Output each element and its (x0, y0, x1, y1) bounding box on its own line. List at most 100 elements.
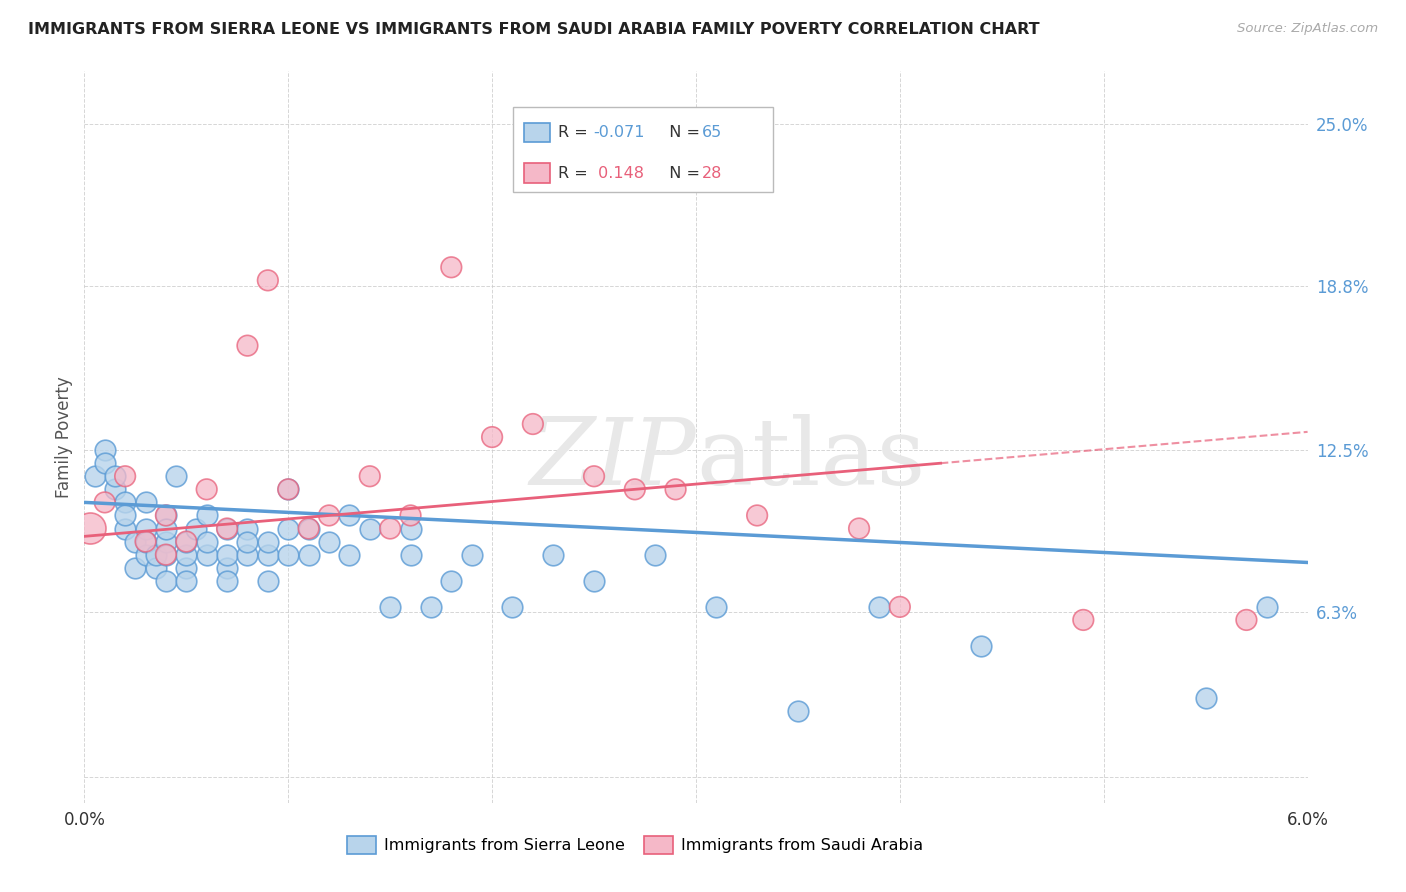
Text: N =: N = (659, 125, 706, 140)
Text: ZIP: ZIP (529, 414, 696, 504)
Point (522, 417, 544, 431)
Point (380, 599, 402, 614)
Point (176, 560, 198, 574)
Point (114, 469, 136, 483)
Point (124, 560, 146, 574)
Point (155, 521, 177, 535)
Point (1195, 691, 1218, 706)
Point (186, 521, 208, 535)
Point (124, 534, 146, 549)
Text: IMMIGRANTS FROM SIERRA LEONE VS IMMIGRANTS FROM SAUDI ARABIA FAMILY POVERTY CORR: IMMIGRANTS FROM SIERRA LEONE VS IMMIGRAN… (28, 22, 1040, 37)
Point (217, 574, 239, 588)
Point (236, 548, 259, 562)
Point (135, 521, 157, 535)
Point (399, 521, 422, 535)
Point (706, 599, 728, 614)
Point (644, 548, 666, 562)
Point (135, 548, 157, 562)
Point (195, 548, 218, 562)
Point (83, 469, 105, 483)
Point (135, 495, 157, 509)
Point (543, 548, 565, 562)
Point (399, 548, 422, 562)
Point (236, 339, 259, 353)
Point (176, 534, 198, 549)
Point (93, 456, 117, 470)
Point (114, 521, 136, 535)
Point (277, 521, 299, 535)
Point (165, 469, 187, 483)
Point (420, 599, 443, 614)
Point (583, 469, 606, 483)
Text: N =: N = (659, 166, 706, 181)
Point (93, 443, 117, 458)
Point (217, 521, 239, 535)
Point (339, 548, 361, 562)
Point (145, 560, 167, 574)
Point (155, 574, 177, 588)
Point (665, 483, 688, 497)
Point (970, 639, 993, 653)
Point (481, 430, 503, 444)
Point (176, 534, 198, 549)
Point (114, 495, 136, 509)
Point (848, 521, 870, 535)
Point (195, 483, 218, 497)
Point (176, 574, 198, 588)
Point (318, 534, 340, 549)
Text: -0.071: -0.071 (593, 125, 645, 140)
Point (155, 508, 177, 523)
Point (359, 469, 381, 483)
Point (889, 599, 911, 614)
Point (461, 548, 484, 562)
Point (155, 508, 177, 523)
Point (217, 548, 239, 562)
Point (135, 534, 157, 549)
Point (277, 548, 299, 562)
Point (339, 508, 361, 523)
Text: 0.148: 0.148 (593, 166, 644, 181)
Point (583, 574, 606, 588)
Point (217, 521, 239, 535)
Point (217, 560, 239, 574)
Text: 28: 28 (702, 166, 721, 181)
Point (298, 521, 321, 535)
Point (869, 599, 891, 614)
Text: 65: 65 (702, 125, 721, 140)
Point (440, 260, 463, 275)
Point (104, 483, 127, 497)
Point (624, 483, 647, 497)
Point (135, 534, 157, 549)
Point (502, 599, 524, 614)
Legend: Immigrants from Sierra Leone, Immigrants from Saudi Arabia: Immigrants from Sierra Leone, Immigrants… (340, 830, 929, 861)
Text: R =: R = (558, 125, 593, 140)
Text: atlas: atlas (696, 414, 925, 504)
Point (298, 548, 321, 562)
Point (1073, 613, 1095, 627)
Point (747, 508, 769, 523)
Point (318, 508, 340, 523)
Point (176, 548, 198, 562)
Point (1256, 599, 1278, 614)
Point (155, 534, 177, 549)
Point (359, 521, 381, 535)
Point (440, 574, 463, 588)
Point (257, 548, 280, 562)
Point (236, 534, 259, 549)
Point (277, 483, 299, 497)
Point (277, 483, 299, 497)
Point (155, 548, 177, 562)
Text: R =: R = (558, 166, 593, 181)
Point (79, 521, 101, 535)
Point (155, 548, 177, 562)
Text: Source: ZipAtlas.com: Source: ZipAtlas.com (1237, 22, 1378, 36)
Point (380, 521, 402, 535)
Point (399, 508, 422, 523)
Point (257, 574, 280, 588)
Point (195, 534, 218, 549)
Point (145, 548, 167, 562)
Point (257, 534, 280, 549)
Point (93, 495, 117, 509)
Point (195, 508, 218, 523)
Point (787, 705, 810, 719)
